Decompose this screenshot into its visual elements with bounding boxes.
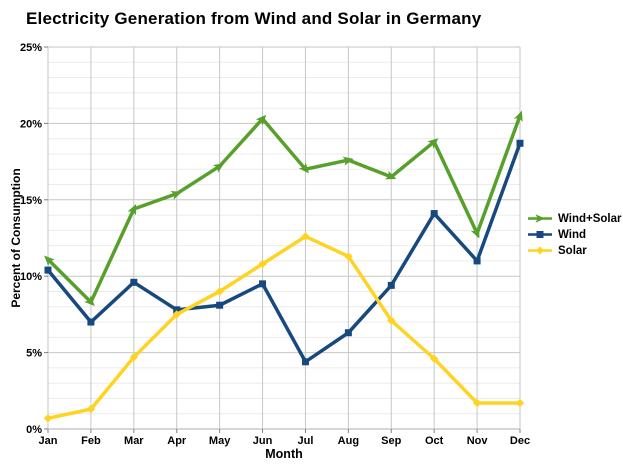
x-tick-label: Sep [381,435,401,447]
series-line-solar-marker [258,259,267,269]
series-line-solar-marker [43,414,53,423]
square-marker-icon [536,231,544,238]
series-line-wind-marker [173,306,181,314]
series-line-wind-marker [430,210,438,218]
chart-title: Electricity Generation from Wind and Sol… [26,9,482,28]
legend-label-wind: Wind [558,228,586,241]
series-line-wind-solar-marker [513,110,523,123]
x-tick-label: Jun [253,435,273,447]
series-line-solar [47,234,520,421]
series-line-wind-solar-marker [170,191,182,200]
x-tick-label: Mar [124,435,144,447]
series-line-wind-solar-marker [384,170,397,180]
series-line-wind-marker [344,329,352,337]
y-axis-title: Percent of Consumption [9,168,23,308]
series-line-wind-marker [216,301,224,309]
series-line-wind-solar-marker [255,114,267,126]
series-line-wind-solar-marker [127,203,137,216]
series-line-wind-solar-marker [470,226,480,239]
series-line-wind-solar-marker [212,163,225,173]
arrow-marker-icon [535,214,545,223]
solar-line-marker-icon [528,246,552,255]
series-line-wind-marker [44,266,52,274]
series-line-solar-marker [387,316,396,325]
series-line-wind-marker [259,280,267,288]
series-line-solar-marker [129,352,139,362]
series-line-solar-marker [215,287,224,296]
y-tick-label: 0% [26,424,42,436]
x-tick-label: Nov [467,435,489,447]
series-line-solar-marker [86,404,96,414]
series-line-wind-marker [301,358,309,366]
y-tick-label: 20% [20,118,42,130]
series-line-wind-solar-marker [84,295,95,307]
series-line-wind-solar-marker [44,255,55,267]
wind-line-marker-icon [528,231,552,238]
y-tick-label: 10% [20,271,42,283]
diamond-marker-icon [536,246,544,255]
x-tick-label: Jul [298,435,314,447]
wind-solar-line-marker-icon [528,214,552,223]
x-tick-label: Apr [167,435,187,447]
x-tick-label: Jan [39,435,58,447]
y-tick-label: 25% [20,42,42,54]
x-tick-label: Aug [338,435,359,447]
series-line-wind-marker [387,281,395,289]
y-tick-label: 15% [20,195,42,207]
legend-label-solar: Solar [558,244,587,257]
x-axis-title: Month [265,447,303,461]
x-tick-label: Dec [510,435,530,447]
series-line-wind-marker [130,278,138,286]
legend-item-wind-solar: Wind+Solar [527,212,621,225]
series-line-solar-marker [515,398,525,408]
series-line-wind-solar [46,115,522,306]
series-line-wind-solar-marker [427,138,439,149]
x-tick-label: May [209,435,231,447]
legend: Wind+Solar Wind Solar [527,212,621,257]
y-tick-label: 5% [26,348,42,360]
series-line-wind-marker [516,139,524,147]
series-line-solar-marker [344,252,353,261]
legend-label-wind-solar: Wind+Solar [558,212,622,225]
series-line-wind [46,142,522,365]
series-line-solar-marker [472,398,482,408]
legend-item-wind: Wind [527,228,621,241]
legend-item-solar: Solar [527,244,621,257]
x-tick-label: Feb [81,435,101,447]
series-line-wind-marker [87,318,95,326]
series-line-wind-solar-marker [342,156,354,166]
x-tick-label: Oct [425,435,444,447]
series-line-wind-solar-marker [298,162,310,174]
series-line-solar-marker [301,232,310,241]
series-line-wind-marker [473,257,481,265]
series-line-solar-marker [429,354,439,363]
series-line-solar-marker [172,310,181,319]
